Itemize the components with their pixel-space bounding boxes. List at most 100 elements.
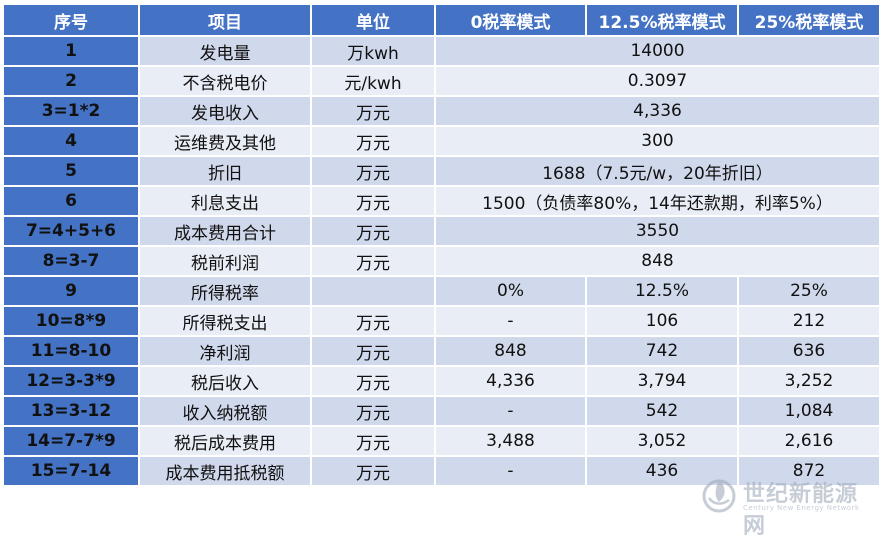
row-unit: 万元 [310, 95, 436, 127]
row-value-zero-tax: 4,336 [434, 365, 587, 397]
row-value-zero-tax: - [434, 305, 587, 337]
row-value-all-modes: 0.3097 [434, 65, 881, 97]
row-value-12-5-tax: 3,794 [585, 365, 739, 397]
row-value-25-tax: 1,084 [737, 395, 881, 427]
row-item: 利息支出 [138, 185, 312, 217]
watermark: 世纪新能源网 Century New Energy Network [699, 474, 874, 539]
header-no: 序号 [2, 3, 140, 37]
row-item: 成本费用合计 [138, 215, 312, 247]
table-row: 4 运维费及其他 万元 300 [2, 125, 881, 157]
row-item: 税后收入 [138, 365, 312, 397]
row-value-all-modes: 300 [434, 125, 881, 157]
row-value-all-modes: 3550 [434, 215, 881, 247]
row-value-all-modes: 4,336 [434, 95, 881, 127]
row-item: 税前利润 [138, 245, 312, 277]
row-number: 3=1*2 [2, 95, 140, 127]
row-value-12-5-tax: 542 [585, 395, 739, 427]
row-value-all-modes: 14000 [434, 35, 881, 67]
header-25-tax: 25%税率模式 [737, 3, 881, 37]
row-value-25-tax: 25% [737, 275, 881, 307]
row-item: 运维费及其他 [138, 125, 312, 157]
row-unit: 万元 [310, 185, 436, 217]
row-item: 税后成本费用 [138, 425, 312, 457]
row-number: 8=3-7 [2, 245, 140, 277]
row-unit: 万元 [310, 155, 436, 187]
row-item: 成本费用抵税额 [138, 455, 312, 487]
row-value-all-modes: 1688（7.5元/w，20年折旧） [434, 155, 881, 187]
row-number: 6 [2, 185, 140, 217]
table-row: 12=3-3*9 税后收入 万元 4,336 3,794 3,252 [2, 365, 881, 397]
watermark-subtitle: Century New Energy Network [743, 504, 860, 512]
row-number: 4 [2, 125, 140, 157]
row-unit: 万元 [310, 395, 436, 427]
table-row: 3=1*2 发电收入 万元 4,336 [2, 95, 881, 127]
row-number: 14=7-7*9 [2, 425, 140, 457]
row-number: 12=3-3*9 [2, 365, 140, 397]
row-unit: 万元 [310, 305, 436, 337]
row-value-12-5-tax: 3,052 [585, 425, 739, 457]
row-item: 折旧 [138, 155, 312, 187]
table-row: 11=8-10 净利润 万元 848 742 636 [2, 335, 881, 367]
table-row: 8=3-7 税前利润 万元 848 [2, 245, 881, 277]
row-value-12-5-tax: 106 [585, 305, 739, 337]
header-12-5-tax: 12.5%税率模式 [585, 3, 739, 37]
row-value-25-tax: 212 [737, 305, 881, 337]
row-value-zero-tax: 848 [434, 335, 587, 367]
row-unit [310, 275, 436, 307]
row-number: 11=8-10 [2, 335, 140, 367]
row-value-25-tax: 2,616 [737, 425, 881, 457]
row-item: 不含税电价 [138, 65, 312, 97]
row-number: 2 [2, 65, 140, 97]
row-number: 7=4+5+6 [2, 215, 140, 247]
row-value-zero-tax: - [434, 395, 587, 427]
table-row: 9 所得税率 0% 12.5% 25% [2, 275, 881, 307]
row-value-zero-tax: 3,488 [434, 425, 587, 457]
row-unit: 万kwh [310, 35, 436, 67]
header-row: 序号 项目 单位 0税率模式 12.5%税率模式 25%税率模式 [2, 3, 881, 37]
flame-logo-icon [702, 479, 736, 513]
row-item: 发电收入 [138, 95, 312, 127]
table-row: 13=3-12 收入纳税额 万元 -542 1,084 [2, 395, 881, 427]
row-unit: 万元 [310, 455, 436, 487]
row-unit: 万元 [310, 365, 436, 397]
row-item: 所得税率 [138, 275, 312, 307]
row-unit: 万元 [310, 425, 436, 457]
row-item: 收入纳税额 [138, 395, 312, 427]
row-item: 所得税支出 [138, 305, 312, 337]
row-unit: 万元 [310, 245, 436, 277]
row-item: 发电量 [138, 35, 312, 67]
row-value-25-tax: 3,252 [737, 365, 881, 397]
table-row: 2 不含税电价 元/kwh 0.3097 [2, 65, 881, 97]
header-zero-tax: 0税率模式 [434, 3, 587, 37]
table-body: 1 发电量 万kwh 14000 2 不含税电价 元/kwh 0.3097 3=1*2 发电收入万… [2, 35, 881, 487]
table-row: 1 发电量 万kwh 14000 [2, 35, 881, 67]
row-item: 净利润 [138, 335, 312, 367]
row-value-12-5-tax: 742 [585, 335, 739, 367]
row-value-all-modes: 1500（负债率80%，14年还款期，利率5%） [434, 185, 881, 217]
row-number: 9 [2, 275, 140, 307]
row-number: 15=7-14 [2, 455, 140, 487]
header-item: 项目 [138, 3, 312, 37]
table-row: 5 折旧 万元 1688（7.5元/w，20年折旧） [2, 155, 881, 187]
table-row: 7=4+5+6 成本费用合计 万元 3550 [2, 215, 881, 247]
row-number: 10=8*9 [2, 305, 140, 337]
table-row: 15=7-14 成本费用抵税额 万元 -436 872 [2, 455, 881, 487]
row-value-12-5-tax: 436 [585, 455, 739, 487]
row-number: 13=3-12 [2, 395, 140, 427]
row-value-zero-tax: 0% [434, 275, 587, 307]
row-value-zero-tax: - [434, 455, 587, 487]
row-unit: 万元 [310, 125, 436, 157]
row-value-25-tax: 636 [737, 335, 881, 367]
row-value-12-5-tax: 12.5% [585, 275, 739, 307]
row-number: 1 [2, 35, 140, 67]
row-value-all-modes: 848 [434, 245, 881, 277]
row-unit: 元/kwh [310, 65, 436, 97]
tax-mode-comparison-table: 序号 项目 单位 0税率模式 12.5%税率模式 25%税率模式 1 发电量 万kw… [2, 3, 881, 487]
row-value-25-tax: 872 [737, 455, 881, 487]
header-unit: 单位 [310, 3, 436, 37]
table-row: 10=8*9 所得税支出 万元 -106 212 [2, 305, 881, 337]
table-row: 6 利息支出 万元 1500（负债率80%，14年还款期，利率5%） [2, 185, 881, 217]
row-number: 5 [2, 155, 140, 187]
row-unit: 万元 [310, 335, 436, 367]
table-row: 14=7-7*9 税后成本费用 万元 3,488 3,052 2,616 [2, 425, 881, 457]
